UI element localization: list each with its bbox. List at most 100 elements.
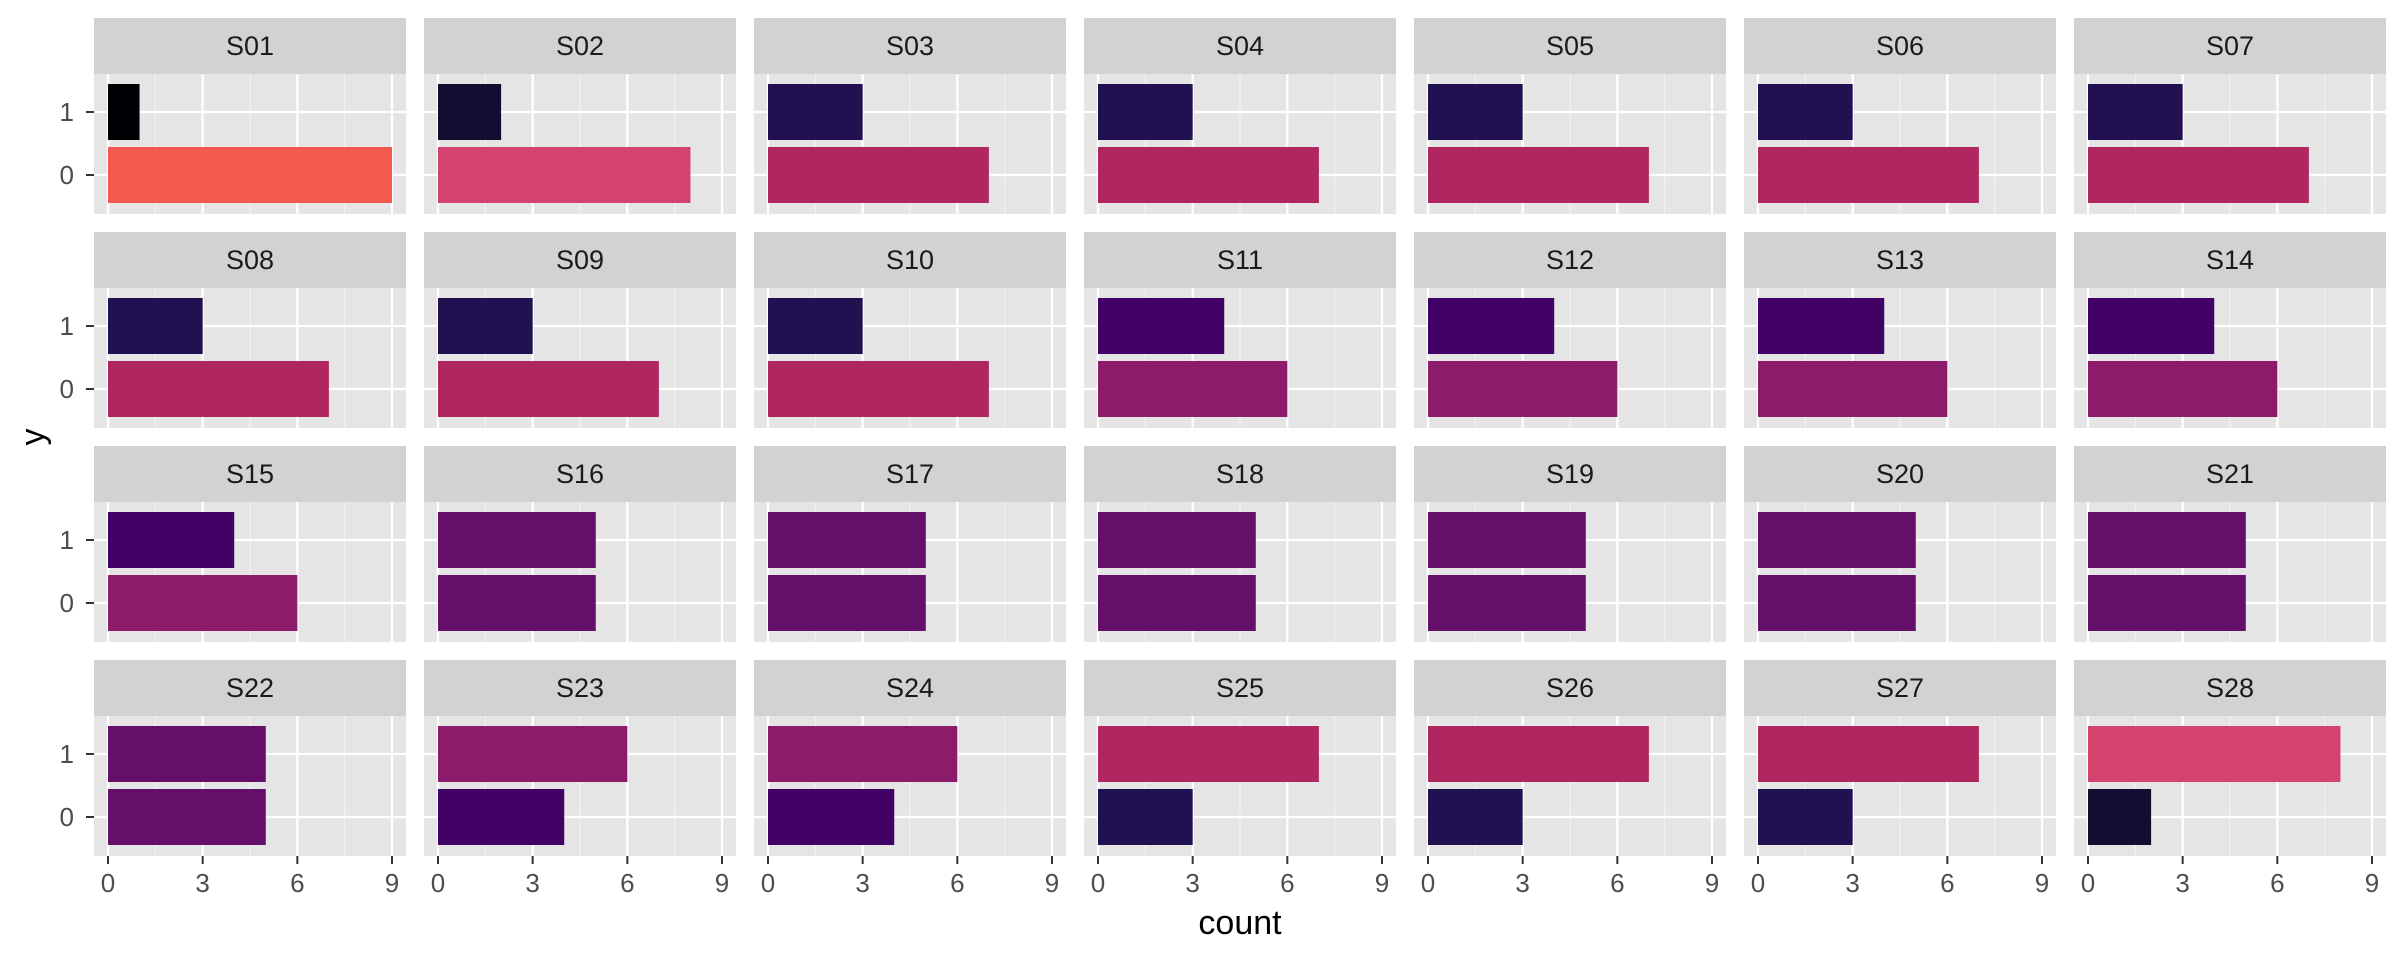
bar [108,575,298,631]
bar [1428,84,1523,140]
bar [1758,84,1853,140]
facet-strip-label: S28 [2206,673,2254,703]
panel-body [1084,502,1396,642]
panel-body [424,502,736,642]
facet-strip-label: S11 [1217,245,1263,275]
facet-panel: S28 0 3 6 9 [2074,660,2386,898]
panel-body: 01 [60,502,406,642]
panel-body [1414,74,1726,214]
y-tick-label: 1 [60,97,74,127]
facet-strip-label: S17 [886,459,934,489]
y-tick-label: 1 [60,311,74,341]
panel-body [1744,288,2056,428]
facet-strip [94,446,406,502]
facet-strip [1414,446,1726,502]
bar [1758,789,1853,845]
x-tick-label: 6 [1610,868,1624,898]
facet-panel: S12 [1414,232,1726,428]
facet-strip-label: S26 [1546,673,1594,703]
bar [1098,84,1193,140]
bar [1098,298,1225,354]
y-tick-label: 1 [60,525,74,555]
facet-panel: S17 [754,446,1066,642]
bar [2088,789,2152,845]
facet-strip-label: S24 [886,673,934,703]
bar [1428,512,1586,568]
x-tick-label: 0 [101,868,115,898]
bar [438,575,596,631]
bar [108,84,140,140]
x-tick-label: 9 [385,868,399,898]
facet-strip-label: S18 [1216,459,1264,489]
facet-strip-label: S13 [1876,245,1924,275]
facet-strip [424,18,736,74]
panel-body: 0 3 6 9 [424,716,736,898]
facet-strip-label: S27 [1876,673,1924,703]
bar [438,512,596,568]
bar [1758,147,1979,203]
facet-strip-label: S22 [226,673,274,703]
bar [1428,361,1618,417]
bar [438,147,691,203]
facet-strip-label: S04 [1216,31,1264,61]
y-axis-title: y [14,429,52,446]
facet-strip-label: S14 [2206,245,2254,275]
facet-panel: S25 0 3 6 9 [1084,660,1396,898]
bar [108,147,392,203]
y-tick-label: 0 [60,374,74,404]
bar [438,84,502,140]
x-tick-label: 6 [620,868,634,898]
facet-panel: S20 [1744,446,2056,642]
facet-panel: S04 [1084,18,1396,214]
bar [2088,298,2215,354]
bar [2088,512,2246,568]
facet-strip [1744,18,2056,74]
facet-strip [754,18,1066,74]
facet-strip [2074,660,2386,716]
facet-strip-label: S21 [2206,459,2254,489]
facet-strip [1084,446,1396,502]
panel-body [1414,502,1726,642]
facet-panel: S11 [1084,232,1396,428]
facet-strip-label: S10 [886,245,934,275]
panel-body: 0 3 6 9 [1414,716,1726,898]
bar [2088,726,2341,782]
facet-strip [2074,232,2386,288]
x-tick-label: 9 [2365,868,2379,898]
facet-strip [2074,446,2386,502]
facet-strip [1744,660,2056,716]
facet-strip-label: S19 [1546,459,1594,489]
bar [1428,789,1523,845]
x-tick-label: 6 [290,868,304,898]
bar [1098,512,1256,568]
y-tick-label: 0 [60,802,74,832]
bar [768,789,895,845]
y-tick-label: 1 [60,739,74,769]
facet-strip [754,232,1066,288]
facet-strip [754,446,1066,502]
facet-panel: S22 0 1 0 3 6 9 [60,660,406,898]
facet-strip [1414,232,1726,288]
facet-panel: S02 [424,18,736,214]
facet-strip-label: S08 [226,245,274,275]
facet-panel: S24 0 3 6 9 [754,660,1066,898]
facet-strip-label: S07 [2206,31,2254,61]
bar [438,789,565,845]
bar [2088,147,2309,203]
facet-strip [1084,18,1396,74]
bar [1098,726,1319,782]
bar [108,298,203,354]
facet-strip [1084,232,1396,288]
bar [438,726,628,782]
bar [768,84,863,140]
bar [1758,298,1885,354]
facet-strip-label: S02 [556,31,604,61]
facet-panel: S13 [1744,232,2056,428]
facet-strip [424,446,736,502]
facet-strip-label: S03 [886,31,934,61]
bar [1758,726,1979,782]
panel-body [1744,502,2056,642]
x-tick-label: 6 [1940,868,1954,898]
